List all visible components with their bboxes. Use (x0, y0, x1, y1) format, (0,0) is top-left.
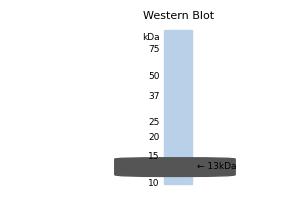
Text: 15: 15 (148, 152, 159, 161)
Bar (164, 30, 192, 184)
FancyBboxPatch shape (115, 158, 235, 176)
Text: 20: 20 (148, 133, 159, 142)
Text: ← 13kDa: ← 13kDa (197, 162, 237, 171)
Text: 10: 10 (148, 180, 159, 188)
Text: 50: 50 (148, 72, 159, 81)
Text: 25: 25 (148, 118, 159, 127)
Text: 37: 37 (148, 92, 159, 101)
Text: Western Blot: Western Blot (143, 11, 214, 21)
Text: kDa: kDa (142, 33, 159, 42)
Text: 75: 75 (148, 45, 159, 54)
